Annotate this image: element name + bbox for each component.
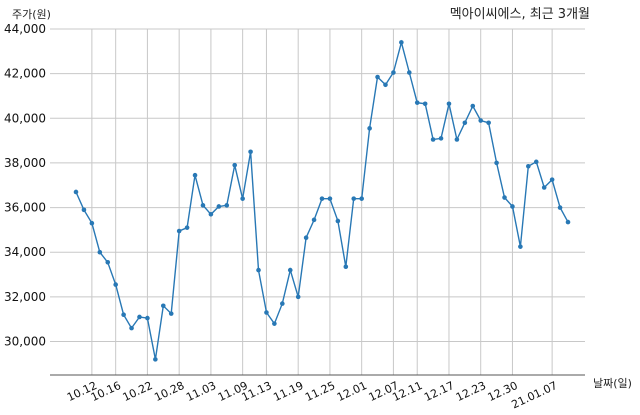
data-point	[486, 120, 491, 126]
y-tick-label: 44,000	[4, 22, 46, 36]
data-point	[264, 310, 269, 315]
x-tick-label: 12.17	[422, 379, 456, 404]
data-point	[121, 312, 126, 318]
x-axis-label: 날짜(일)	[593, 376, 632, 390]
data-point	[526, 163, 531, 169]
x-tick-label: 12.23	[454, 379, 488, 404]
x-tick-label: 11.03	[184, 379, 218, 404]
grid-layer	[50, 28, 585, 375]
data-point	[303, 235, 309, 241]
x-tick-label: 11.19	[271, 379, 305, 404]
y-tick-labels: 30,000 32,000 34,000 36,000 38,000 40,000 42,0…	[4, 22, 46, 349]
data-point	[240, 196, 245, 201]
data-point	[160, 303, 166, 309]
data-point	[549, 177, 555, 182]
x-tick-label: 10.22	[121, 379, 155, 404]
data-point	[192, 172, 198, 178]
data-point	[454, 137, 460, 142]
data-point	[113, 282, 118, 287]
data-point	[184, 225, 190, 230]
data-point	[541, 185, 547, 190]
chart-title: 멕아이씨에스, 최근 3개월	[450, 7, 590, 22]
data-point	[367, 126, 372, 131]
y-tick-label: 40,000	[4, 111, 46, 125]
data-point	[168, 311, 174, 316]
y-tick-label: 30,000	[4, 335, 46, 349]
y-tick-label: 38,000	[4, 156, 46, 170]
point-layer	[73, 40, 571, 362]
data-point	[494, 160, 499, 166]
data-point	[359, 196, 364, 201]
data-point	[176, 228, 182, 234]
data-point	[145, 315, 150, 321]
data-point	[430, 137, 436, 142]
data-point	[375, 74, 380, 80]
data-point	[462, 120, 468, 126]
data-point	[510, 204, 515, 209]
data-point	[438, 136, 444, 141]
data-point	[200, 203, 206, 208]
data-point	[391, 70, 396, 75]
data-point	[414, 100, 420, 105]
data-point	[327, 196, 333, 201]
data-point	[97, 249, 103, 255]
data-point	[422, 101, 428, 107]
x-tick-label: 21.01.07	[510, 379, 560, 411]
data-point	[73, 189, 79, 195]
x-tick-labels: 10.1210.1610.2210.2811.0311.0911.1311.19…	[65, 379, 559, 411]
data-point	[343, 264, 349, 270]
data-point	[311, 217, 317, 223]
y-axis-label: 주가(원)	[12, 8, 51, 21]
data-point	[256, 267, 261, 273]
data-point	[295, 294, 301, 300]
data-point	[208, 211, 214, 217]
data-point	[272, 321, 277, 326]
x-tick-label: 11.25	[303, 379, 337, 404]
data-point	[383, 82, 388, 88]
y-tick-label: 32,000	[4, 290, 46, 304]
data-point	[224, 203, 230, 208]
data-point	[533, 159, 539, 165]
data-point	[478, 118, 484, 123]
data-point	[81, 207, 87, 213]
data-point	[557, 205, 563, 210]
data-point	[248, 149, 253, 155]
data-point	[446, 101, 452, 107]
data-point	[319, 196, 325, 201]
y-tick-label: 42,000	[4, 67, 46, 81]
data-point	[105, 259, 111, 265]
data-point	[470, 103, 476, 109]
y-tick-label: 34,000	[4, 245, 46, 259]
data-point	[129, 325, 134, 331]
data-point	[89, 220, 95, 226]
data-point	[216, 204, 222, 209]
data-point	[518, 244, 523, 249]
data-point	[565, 219, 571, 225]
data-point	[232, 162, 238, 168]
x-tick-label: 12.01	[335, 379, 369, 404]
data-point	[335, 218, 341, 224]
data-point	[287, 267, 293, 273]
x-tick-label: 10.28	[152, 379, 186, 404]
data-point	[137, 314, 142, 320]
y-tick-label: 36,000	[4, 201, 46, 215]
data-point	[351, 196, 357, 201]
data-point	[153, 357, 158, 362]
data-point	[280, 301, 285, 306]
data-point	[502, 195, 507, 200]
data-point	[406, 70, 412, 75]
data-point	[399, 40, 404, 45]
